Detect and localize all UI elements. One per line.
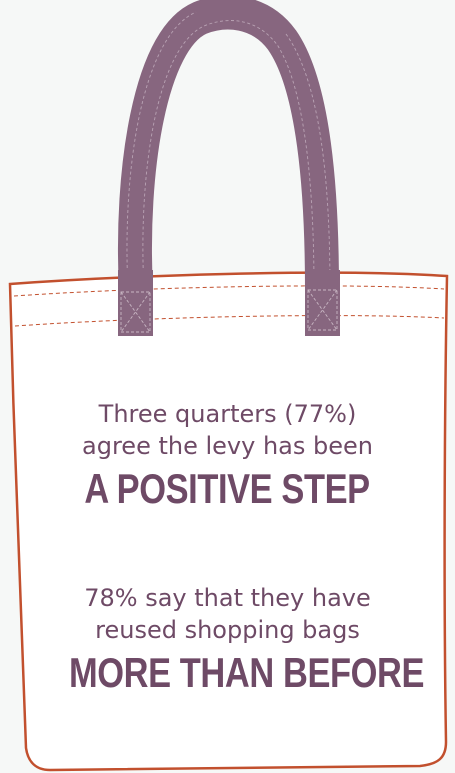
statement-1-headline: A POSITIVE STEP (84, 465, 371, 512)
statement-1-line-1: Three quarters (77%) (98, 400, 357, 428)
statement-reuse-bags: 78% say that they have reused shopping b… (30, 582, 425, 696)
right-strap-end (305, 270, 340, 336)
statement-2-line-2: reused shopping bags (95, 616, 360, 644)
left-strap-end (118, 270, 153, 336)
bag-stitch-top (13, 285, 445, 297)
bag-handles (117, 0, 339, 291)
statement-positive-step: Three quarters (77%) agree the levy has … (30, 398, 425, 512)
statement-2-line-1: 78% say that they have (84, 584, 371, 612)
bag-stitch-bottom (14, 315, 445, 327)
statement-2-headline: MORE THAN BEFORE (68, 649, 425, 696)
statement-1-line-2: agree the levy has been (82, 432, 373, 460)
